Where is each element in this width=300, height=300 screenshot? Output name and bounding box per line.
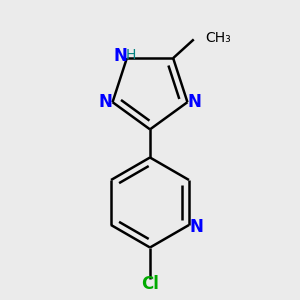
Text: H: H <box>125 48 136 62</box>
Text: N: N <box>113 47 127 65</box>
Text: Cl: Cl <box>141 275 159 293</box>
Text: CH₃: CH₃ <box>205 31 231 44</box>
Text: N: N <box>190 218 203 236</box>
Text: N: N <box>99 93 113 111</box>
Text: N: N <box>187 93 201 111</box>
